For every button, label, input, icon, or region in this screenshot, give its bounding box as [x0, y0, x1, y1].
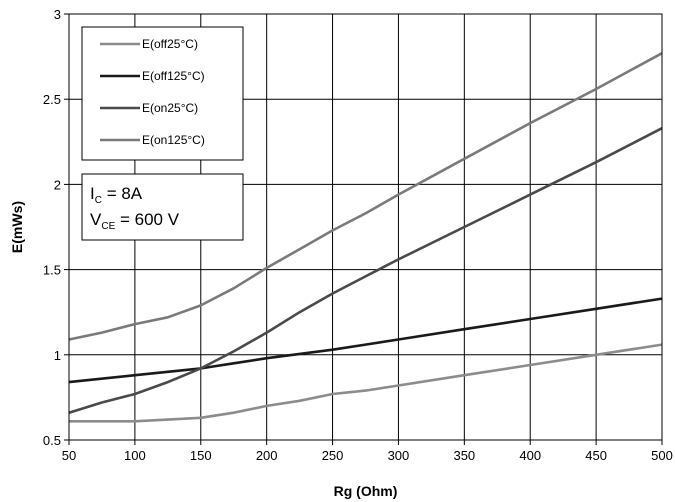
legend-entry: E(off125°C)	[142, 69, 205, 83]
y-tick-label: 2	[54, 177, 61, 192]
x-tick-label: 50	[62, 448, 76, 463]
legend-box	[81, 26, 244, 161]
plot-area-frame	[68, 13, 663, 441]
series-line-2	[68, 297, 663, 384]
x-tick-label: 450	[585, 448, 607, 463]
y-tick-label: 0.5	[43, 433, 61, 448]
y-tick-label: 1.5	[43, 263, 61, 278]
legend-entry: E(on125°C)	[142, 133, 205, 147]
conditions-box	[81, 173, 244, 241]
y-tick-label: 2.5	[43, 92, 61, 107]
x-tick-label: 200	[256, 448, 278, 463]
series-line-4	[68, 52, 663, 341]
y-axis-label: E(mWs)	[9, 201, 25, 253]
series-line-1	[69, 343, 663, 423]
x-tick-label: 100	[124, 448, 146, 463]
condition-line: VCE = 600 V	[90, 210, 180, 232]
legend-entry: E(on25°C)	[142, 101, 198, 115]
legend-entry: E(off25°C)	[142, 37, 198, 51]
x-axis-ticks: 50 100 150 200 250 300 350 400 450 500	[62, 440, 673, 463]
condition-line: IC = 8A	[90, 184, 143, 206]
y-axis-ticks: 0.5 1 1.5 2 2.5 3	[43, 7, 69, 448]
x-tick-label: 300	[388, 448, 410, 463]
x-tick-label: 500	[651, 448, 673, 463]
x-tick-label: 250	[322, 448, 344, 463]
series-line-3	[68, 127, 663, 414]
x-axis-label: Rg (Ohm)	[334, 483, 398, 499]
x-tick-label: 350	[453, 448, 475, 463]
x-tick-label: 150	[190, 448, 212, 463]
legend: E(off25°C) E(off125°C) E(on25°C) E(on125°C)	[81, 26, 244, 161]
test-conditions-box: IC = 8A VCE = 600 V	[81, 173, 244, 241]
y-tick-label: 1	[54, 348, 61, 363]
x-tick-label: 400	[519, 448, 541, 463]
series-lines	[68, 52, 663, 423]
y-tick-label: 3	[54, 7, 61, 22]
